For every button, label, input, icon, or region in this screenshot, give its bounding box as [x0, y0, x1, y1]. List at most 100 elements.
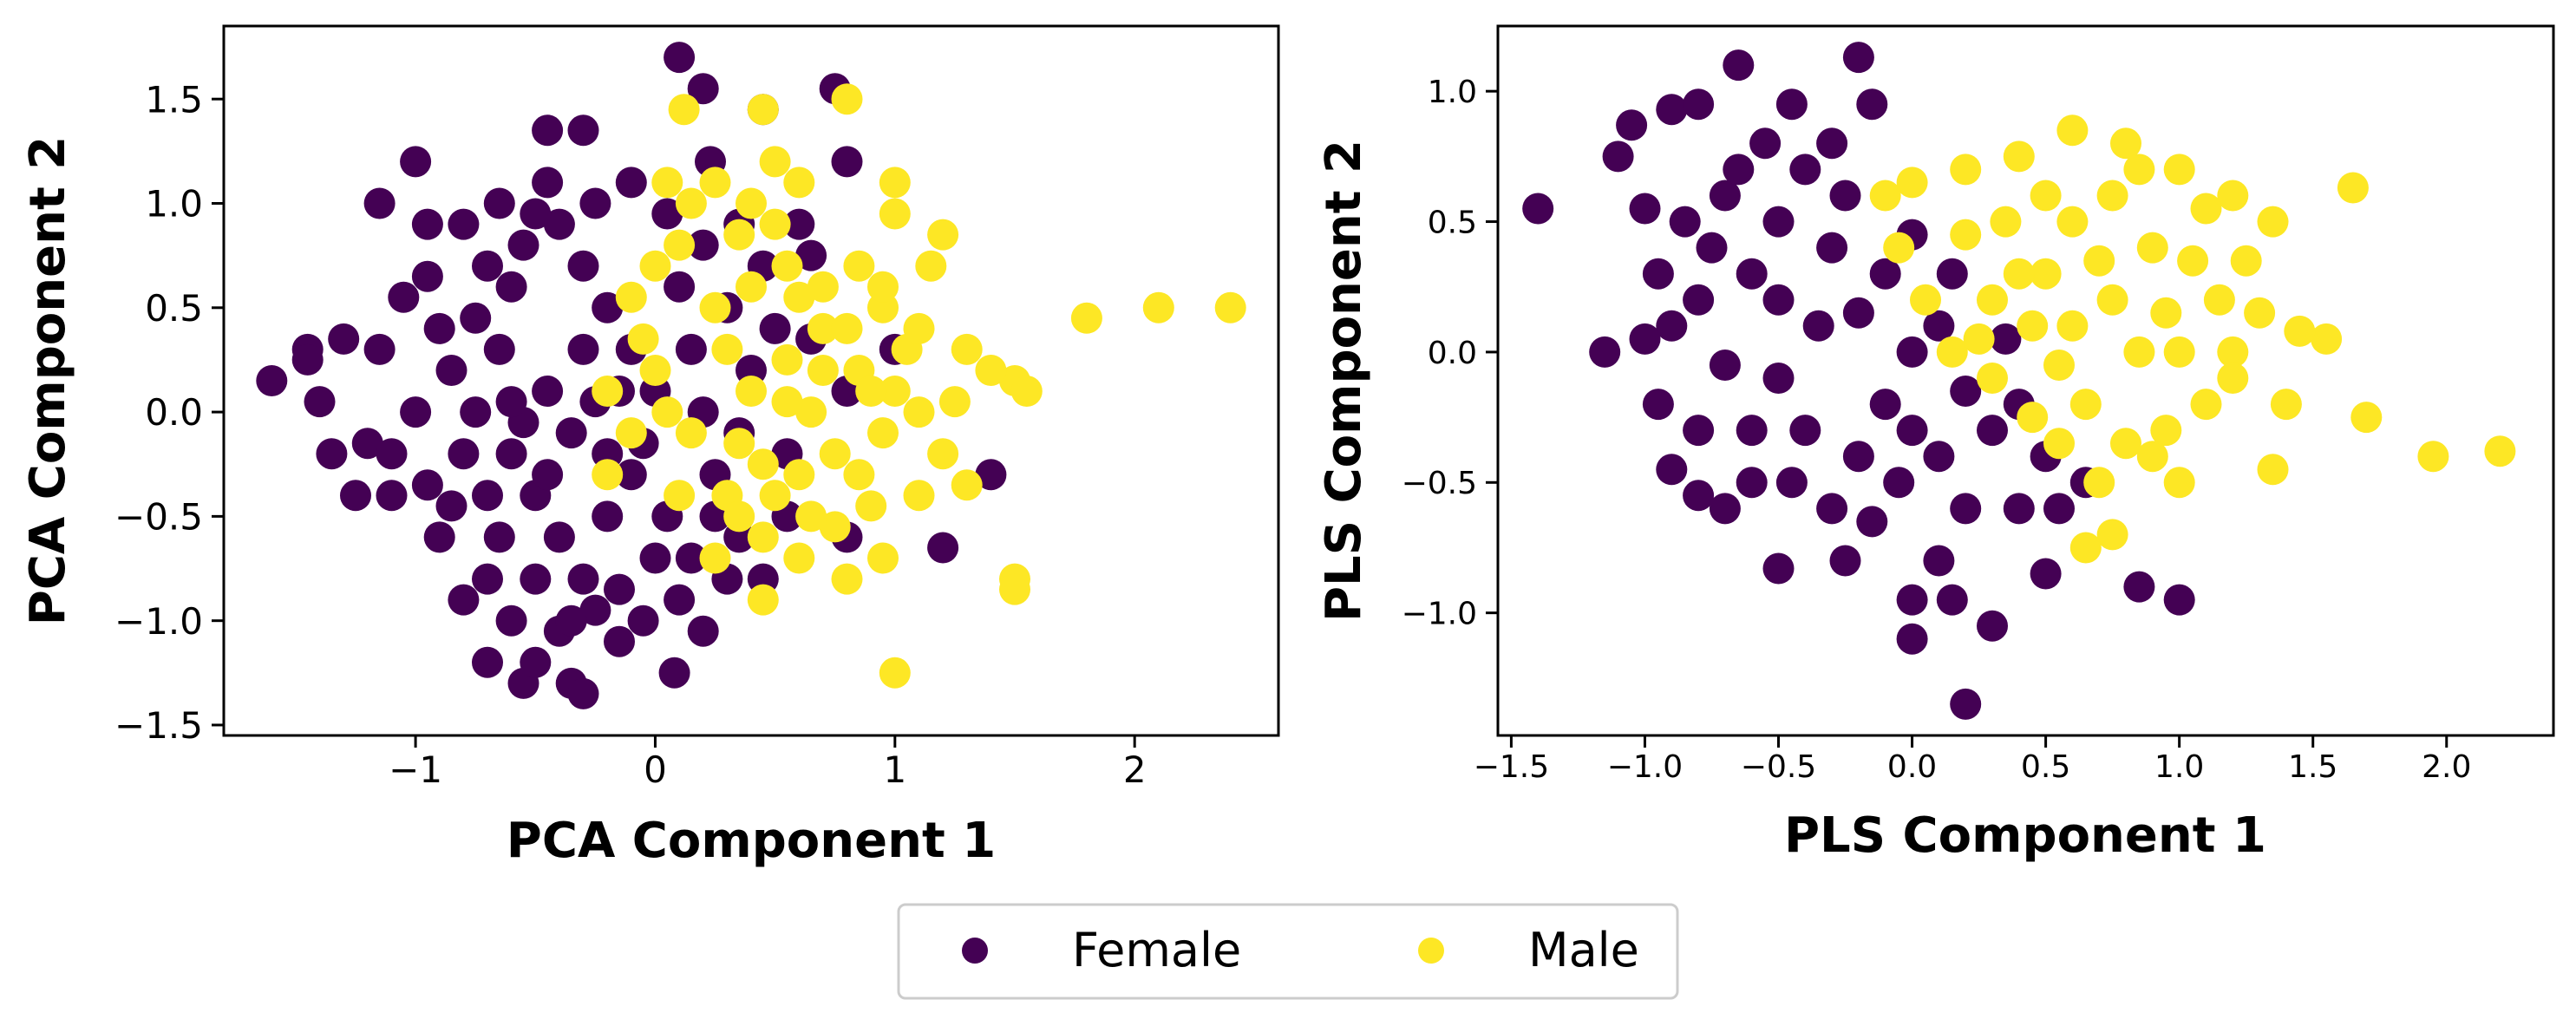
pls-point-female	[1802, 310, 1834, 342]
pls-point-male	[2190, 389, 2222, 421]
pca-axes-frame	[222, 24, 1280, 737]
pca-point-female	[567, 563, 599, 595]
pls-point-female	[1522, 193, 1554, 225]
pca-point-female	[592, 500, 624, 533]
pca-point-female	[411, 260, 443, 292]
pca-point-female	[927, 532, 959, 564]
pls-x-axis-title: PLS Component 1	[1784, 807, 2266, 864]
pca-x-axis-title: PCA Component 1	[507, 813, 996, 869]
pca-point-female	[448, 584, 480, 616]
pca-point-female	[448, 208, 480, 240]
pls-point-male	[2003, 258, 2035, 290]
pls-point-male	[2083, 467, 2115, 499]
pca-y-tick-label: 0.5	[145, 287, 203, 330]
pls-point-male	[2136, 441, 2168, 473]
legend-label-male: Male	[1528, 923, 1639, 977]
pls-points-layer	[1522, 42, 2516, 720]
pca-point-male	[664, 480, 696, 512]
pca-point-female	[604, 573, 635, 605]
pca-point-female	[664, 42, 696, 74]
pca-point-male	[795, 396, 827, 428]
pls-point-male	[2270, 389, 2302, 421]
pca-point-male	[819, 511, 851, 543]
pls-point-male	[2083, 245, 2115, 277]
legend-marker-male	[1418, 938, 1444, 964]
pls-point-female	[1736, 467, 1768, 499]
pca-point-male	[627, 323, 659, 355]
pca-points-layer	[256, 42, 1246, 709]
pls-point-male	[2163, 467, 2195, 499]
pls-point-male	[2043, 428, 2075, 460]
pca-point-female	[400, 146, 432, 178]
pls-point-female	[2123, 571, 2155, 603]
pca-point-male	[831, 83, 863, 115]
pca-point-female	[675, 333, 707, 365]
pca-point-male	[639, 250, 671, 282]
pls-point-female	[1642, 389, 1674, 421]
pca-point-female	[316, 438, 348, 470]
pca-point-male	[747, 521, 779, 553]
pca-point-female	[615, 459, 647, 491]
pls-point-female	[1736, 415, 1768, 447]
pca-point-female	[627, 604, 659, 637]
pls-point-male	[2217, 363, 2249, 394]
pca-point-male	[747, 584, 779, 616]
pls-point-female	[2030, 558, 2062, 590]
pls-point-male	[2003, 141, 2035, 173]
pca-point-male	[807, 355, 839, 386]
pca-point-male	[975, 355, 1007, 386]
pls-point-female	[1775, 88, 1808, 121]
pls-y-tick-label: 1.0	[1428, 75, 1477, 110]
pca-point-female	[363, 333, 396, 365]
pls-point-male	[1963, 323, 1995, 355]
pls-y-tick-label: −0.5	[1402, 466, 1477, 501]
pca-point-female	[567, 250, 599, 282]
pls-x-tick-label: −1.5	[1474, 749, 1549, 785]
pls-point-female	[1656, 94, 1688, 126]
pca-point-male	[1070, 302, 1102, 334]
pls-point-male	[2069, 389, 2102, 421]
pca-point-female	[340, 480, 371, 512]
pca-point-male	[675, 187, 707, 219]
pls-point-female	[1709, 180, 1741, 212]
pls-point-male	[1936, 336, 1968, 368]
pca-point-female	[664, 584, 696, 616]
pls-point-female	[1723, 154, 1755, 186]
pls-point-male	[1977, 284, 2008, 316]
pls-x-tick-label: 1.0	[2154, 749, 2204, 785]
pca-point-male	[651, 167, 683, 199]
pls-point-male	[2190, 193, 2222, 225]
pca-y-axis-title: PCA Component 2	[20, 136, 76, 625]
pca-y-tick-label: −0.5	[114, 496, 203, 539]
pls-point-female	[2043, 493, 2075, 525]
pls-point-female	[1696, 232, 1728, 264]
pca-point-female	[495, 604, 527, 637]
pca-point-male	[592, 459, 624, 491]
legend: Female Male	[897, 903, 1679, 1000]
pca-point-male	[831, 312, 863, 344]
pca-point-female	[543, 208, 575, 240]
pls-point-female	[1923, 441, 1955, 473]
pca-ticks-layer: −1 0 1 2 −1.5 −1.0 −0.5 0.0 0.5 1.0 1.5	[114, 78, 1147, 791]
pls-point-male	[2150, 415, 2182, 447]
pca-point-female	[363, 187, 396, 219]
pls-point-female	[1683, 88, 1715, 121]
pca-point-male	[927, 438, 959, 470]
pca-point-male	[759, 208, 791, 240]
pls-point-female	[1816, 493, 1848, 525]
pls-point-male	[2069, 532, 2102, 564]
pca-point-male	[699, 167, 731, 199]
pls-point-female	[1842, 441, 1874, 473]
pca-point-female	[291, 343, 324, 376]
pca-point-female	[495, 386, 527, 418]
pls-point-female	[1977, 415, 2008, 447]
pca-point-female	[639, 542, 671, 574]
pca-point-male	[903, 312, 935, 344]
pls-point-female	[1629, 323, 1661, 355]
pls-point-male	[2284, 315, 2316, 347]
pca-x-tick-label: 1	[883, 748, 906, 791]
pca-point-female	[532, 459, 564, 491]
pls-point-male	[2096, 180, 2128, 212]
pca-point-female	[460, 396, 492, 428]
pca-point-female	[411, 208, 443, 240]
